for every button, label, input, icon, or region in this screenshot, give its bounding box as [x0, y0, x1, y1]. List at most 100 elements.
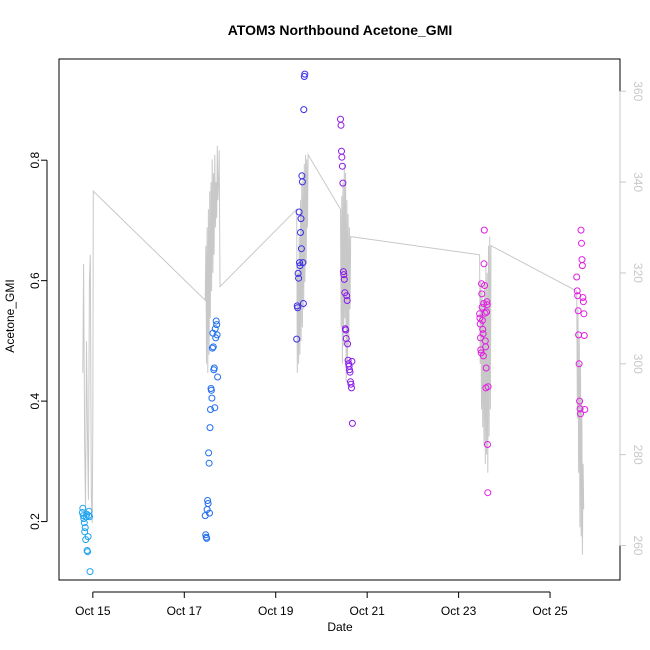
data-point	[297, 229, 304, 236]
x-tick-label: Oct 23	[441, 604, 477, 618]
data-point	[299, 300, 307, 307]
data-point	[204, 497, 212, 504]
data-point	[340, 275, 348, 283]
data-point	[347, 380, 355, 388]
data-point	[581, 406, 589, 413]
data-point	[577, 226, 585, 234]
data-point	[85, 512, 93, 520]
data-point	[338, 147, 345, 155]
y2-tick-label: 280	[631, 445, 645, 465]
data-point	[573, 273, 581, 281]
data-point	[480, 260, 488, 268]
data-point	[210, 364, 218, 372]
data-point	[293, 335, 301, 343]
data-point	[79, 504, 87, 512]
y2-tick-label: 340	[631, 172, 645, 192]
data-point	[294, 304, 302, 312]
data-point	[80, 519, 88, 527]
data-point	[207, 386, 215, 394]
data-point	[577, 410, 584, 418]
data-point	[297, 245, 305, 253]
data-point	[338, 162, 346, 170]
data-point	[296, 259, 303, 267]
data-point	[481, 309, 489, 317]
data-point	[213, 331, 221, 339]
data-point	[579, 294, 587, 301]
data-point	[348, 384, 355, 392]
x-tick-label: Oct 15	[75, 604, 111, 618]
data-point	[573, 287, 581, 295]
data-point	[346, 368, 354, 376]
data-point	[211, 325, 219, 333]
data-point	[343, 297, 351, 304]
x-tick-label: Oct 21	[349, 604, 385, 618]
data-point	[479, 325, 487, 333]
data-point	[297, 215, 305, 223]
data-point	[483, 301, 491, 309]
data-point	[476, 310, 484, 318]
data-point	[295, 208, 303, 216]
data-point	[301, 70, 309, 78]
data-point	[482, 343, 490, 351]
data-point	[81, 524, 89, 532]
data-point	[84, 548, 92, 556]
data-point	[482, 364, 490, 372]
y2-tick-label: 360	[631, 81, 645, 101]
data-point	[84, 533, 92, 541]
data-point	[339, 179, 347, 187]
y-tick-label: 0.6	[28, 272, 42, 289]
data-point	[209, 343, 217, 351]
y2-tick-label: 260	[631, 535, 645, 555]
y-tick-label: 0.8	[28, 152, 42, 169]
data-point	[580, 310, 588, 318]
data-point	[484, 441, 491, 448]
y2-tick-label: 300	[631, 354, 645, 374]
secondary-series-line	[82, 145, 585, 555]
data-point	[578, 262, 586, 270]
data-point	[576, 405, 584, 413]
data-point	[348, 357, 356, 365]
data-point	[342, 326, 350, 334]
data-point	[479, 352, 487, 360]
data-point	[579, 298, 587, 306]
data-point	[481, 282, 489, 289]
chart-title: ATOM3 Northbound Acetone_GMI	[228, 22, 453, 38]
data-point	[344, 340, 352, 348]
y-tick-label: 0.2	[28, 513, 42, 530]
data-point	[208, 394, 216, 402]
data-point	[298, 178, 306, 186]
data-point	[86, 513, 93, 521]
data-point	[483, 298, 491, 306]
data-point	[207, 406, 214, 413]
data-point	[480, 226, 488, 234]
data-point	[204, 500, 212, 507]
data-point	[478, 290, 486, 298]
data-point	[340, 271, 348, 279]
data-point	[578, 256, 586, 264]
x-tick-label: Oct 19	[258, 604, 294, 618]
data-point	[295, 274, 303, 282]
data-point	[300, 106, 308, 114]
data-point	[211, 404, 219, 412]
data-point	[574, 307, 582, 315]
x-tick-label: Oct 17	[167, 604, 203, 618]
data-point	[339, 268, 347, 276]
axes-layer: Oct 15 Oct 17 Oct 19 Oct 21 Oct 23 Oct 25 0.2 0…	[28, 58, 645, 618]
data-point	[580, 332, 588, 339]
points-layer	[78, 70, 589, 576]
data-point	[578, 239, 585, 247]
data-point	[205, 449, 213, 457]
plot-frame	[58, 58, 621, 581]
data-point	[294, 269, 302, 277]
data-point	[348, 419, 356, 427]
data-point	[576, 397, 584, 405]
data-point	[208, 344, 216, 352]
data-point	[479, 330, 487, 338]
data-point	[483, 308, 491, 316]
data-point	[575, 360, 583, 368]
data-point	[337, 115, 344, 123]
data-point	[484, 489, 492, 497]
data-point	[203, 534, 211, 542]
data-point	[212, 317, 220, 325]
